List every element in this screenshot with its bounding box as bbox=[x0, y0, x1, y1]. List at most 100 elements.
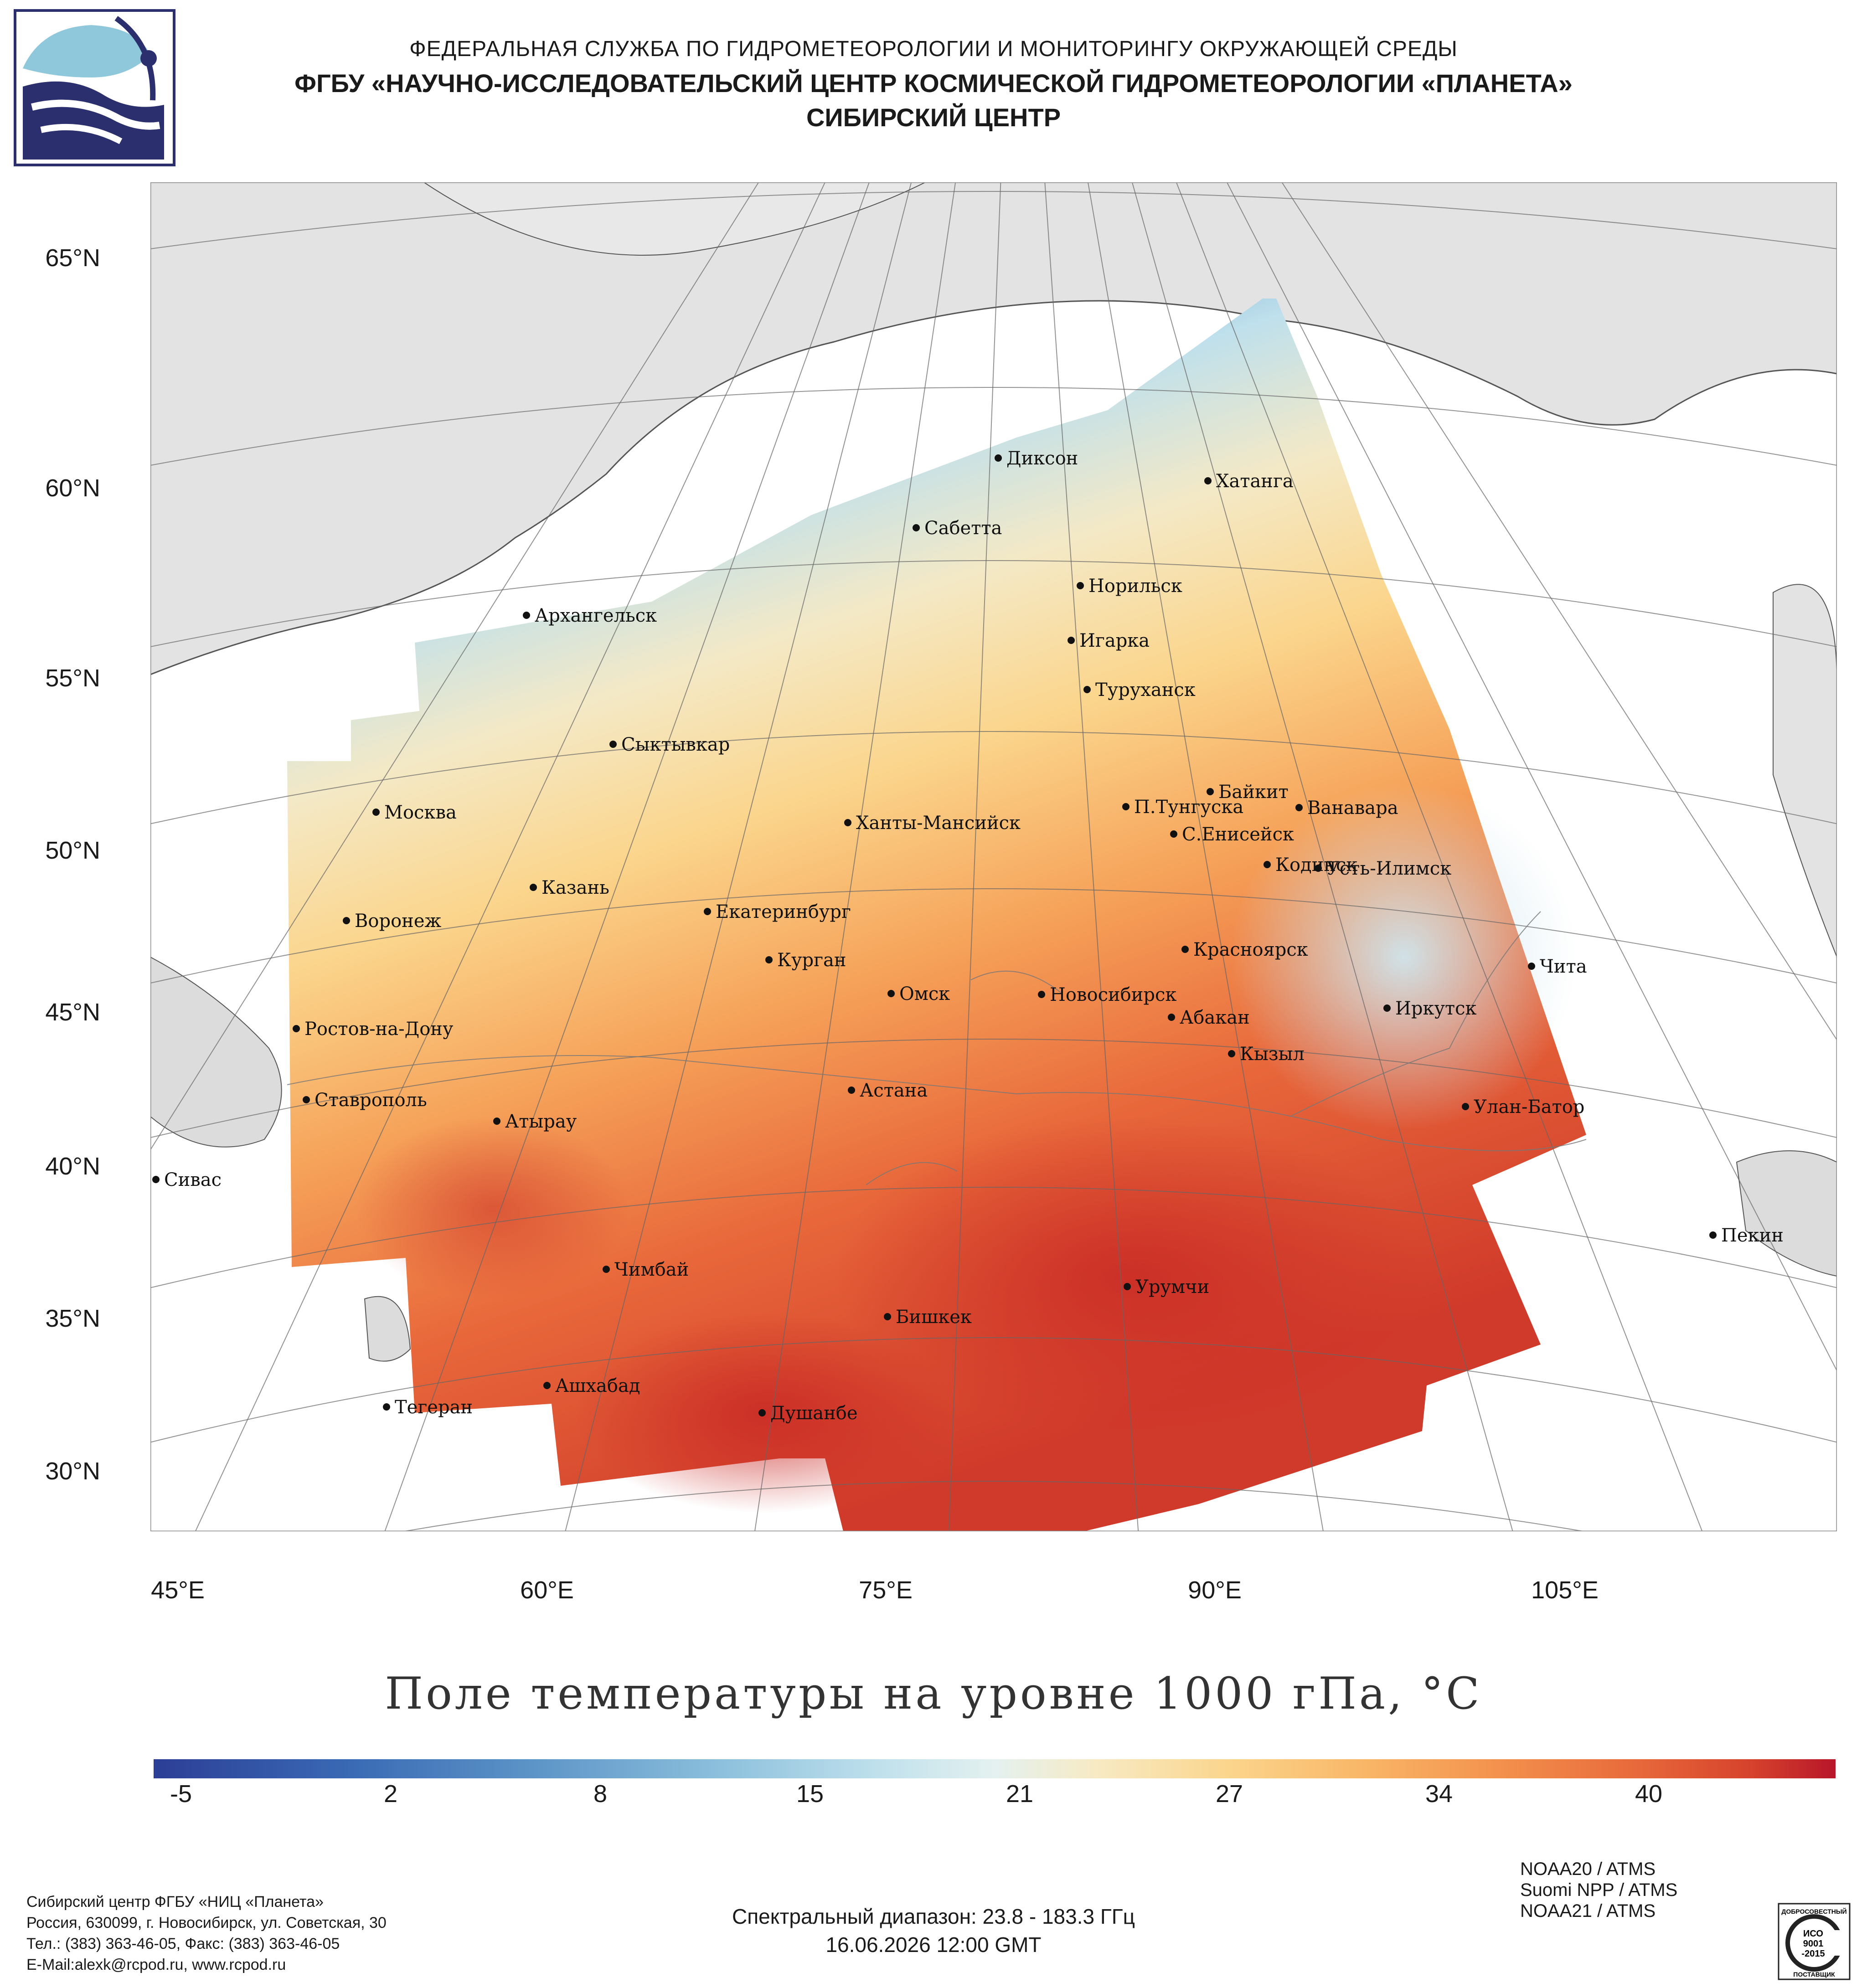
colorbar-tick: 34 bbox=[1425, 1780, 1453, 1808]
city-marker: Казань bbox=[530, 877, 609, 898]
city-marker: Усть-Илимск bbox=[1315, 858, 1451, 879]
city-dot bbox=[1122, 803, 1129, 810]
lon-label-45: 45°E bbox=[151, 1576, 205, 1604]
city-marker: Воронеж bbox=[343, 911, 441, 932]
city-marker: Туруханск bbox=[1083, 680, 1196, 700]
satellite-item: NOAA21 / ATMS bbox=[1520, 1901, 1656, 1921]
city-dot bbox=[1068, 637, 1075, 644]
city-dot bbox=[758, 1409, 766, 1416]
org-name: Сибирский центр ФГБУ «НИЦ «Планета» bbox=[26, 1893, 324, 1911]
city-dot bbox=[343, 917, 350, 924]
city-dot bbox=[995, 454, 1002, 462]
city-dot bbox=[1462, 1103, 1469, 1110]
city-label: Абакан bbox=[1180, 1007, 1250, 1028]
city-label: Иркутск bbox=[1395, 998, 1477, 1019]
org-address: Россия, 630099, г. Новосибирск, ул. Сове… bbox=[26, 1914, 387, 1931]
city-label: Урумчи bbox=[1135, 1277, 1209, 1298]
city-dot bbox=[1264, 861, 1271, 868]
city-marker: Курган bbox=[765, 950, 846, 971]
lat-label-65: 65°N bbox=[45, 244, 100, 272]
city-marker: Игарка bbox=[1068, 630, 1150, 651]
city-label: Диксон bbox=[1006, 448, 1078, 469]
city-dot bbox=[1170, 830, 1177, 838]
city-label: Усть-Илимск bbox=[1326, 858, 1451, 879]
city-marker: Сабетта bbox=[913, 518, 1002, 539]
lat-label-35: 35°N bbox=[45, 1305, 100, 1332]
city-dot bbox=[1204, 477, 1212, 484]
city-dot bbox=[1181, 946, 1189, 953]
city-marker: Атырау bbox=[493, 1111, 577, 1132]
city-marker: Норильск bbox=[1077, 576, 1182, 597]
city-label: Астана bbox=[860, 1080, 928, 1101]
city-label: Ашхабад bbox=[555, 1375, 640, 1396]
city-dot bbox=[913, 524, 920, 531]
city-dot bbox=[1077, 582, 1084, 589]
city-dot bbox=[848, 1087, 855, 1094]
satellite-list: NOAA20 / ATMS Suomi NPP / ATMS NOAA21 / … bbox=[1520, 1859, 1677, 1921]
city-dot bbox=[1228, 1050, 1235, 1057]
city-label: Новосибирск bbox=[1050, 984, 1176, 1005]
colorbar-tick: 21 bbox=[1006, 1780, 1034, 1808]
city-dot bbox=[844, 819, 851, 826]
city-label: С.Енисейск bbox=[1182, 824, 1294, 845]
city-dot bbox=[372, 809, 380, 816]
city-marker: Улан-Батор bbox=[1462, 1097, 1584, 1118]
city-label: Сабетта bbox=[924, 518, 1002, 539]
city-marker: Душанбе bbox=[758, 1403, 858, 1424]
city-marker: Ставрополь bbox=[303, 1090, 427, 1111]
satellite-item: NOAA20 / ATMS bbox=[1520, 1859, 1656, 1879]
city-dot bbox=[1315, 865, 1322, 872]
city-dot bbox=[493, 1118, 500, 1125]
lat-label-55: 55°N bbox=[45, 664, 100, 692]
lat-label-50: 50°N bbox=[45, 837, 100, 864]
city-label: Байкит bbox=[1218, 782, 1289, 803]
header-agency: ФЕДЕРАЛЬНАЯ СЛУЖБА ПО ГИДРОМЕТЕОРОЛОГИИ … bbox=[409, 37, 1458, 61]
colorbar-tick: 15 bbox=[796, 1780, 824, 1808]
city-label: Воронеж bbox=[355, 911, 441, 932]
city-marker: Ванавара bbox=[1295, 798, 1398, 819]
city-dot bbox=[1709, 1231, 1717, 1239]
iso-text-3: -2015 bbox=[1801, 1949, 1825, 1959]
city-label: Туруханск bbox=[1095, 680, 1196, 700]
city-dot bbox=[603, 1266, 610, 1273]
city-marker: Кызыл bbox=[1228, 1044, 1305, 1065]
city-label: Сыктывкар bbox=[621, 734, 730, 755]
city-dot bbox=[523, 612, 530, 619]
city-label: Курган bbox=[777, 950, 846, 971]
city-label: Чита bbox=[1540, 956, 1587, 977]
city-marker: Урумчи bbox=[1124, 1277, 1209, 1298]
org-phone: Тел.: (383) 363-46-05, Факс: (383) 363-4… bbox=[26, 1935, 340, 1952]
colorbar-tick: 27 bbox=[1215, 1780, 1243, 1808]
city-label: Норильск bbox=[1088, 576, 1182, 597]
iso-top-text: ДОБРОСОВЕСТНЫЙ bbox=[1781, 1907, 1846, 1915]
iso-bottom-text: ПОСТАВЩИК bbox=[1793, 1971, 1835, 1978]
org-email: E-Mail:alexk@rcpod.ru, www.rcpod.ru bbox=[26, 1956, 286, 1973]
city-marker: Пекин bbox=[1709, 1225, 1784, 1246]
city-marker: Сивас bbox=[152, 1169, 222, 1190]
city-label: Душанбе bbox=[770, 1403, 858, 1424]
city-dot bbox=[887, 990, 895, 997]
organization-contacts: Сибирский центр ФГБУ «НИЦ «Планета» Росс… bbox=[26, 1891, 387, 1975]
city-label: Чимбай bbox=[614, 1259, 689, 1280]
city-label: Кызыл bbox=[1240, 1044, 1305, 1065]
lon-label-60: 60°E bbox=[520, 1576, 574, 1604]
city-marker: Иркутск bbox=[1383, 998, 1477, 1019]
colorbar-tick: 40 bbox=[1635, 1780, 1663, 1808]
header-institute: ФГБУ «НАУЧНО-ИССЛЕДОВАТЕЛЬСКИЙ ЦЕНТР КОС… bbox=[294, 69, 1573, 98]
map-title: Поле температуры на уровне 1000 гПа, °C bbox=[385, 1668, 1482, 1719]
city-dot bbox=[530, 884, 537, 891]
colorbar-tick: 2 bbox=[383, 1780, 398, 1808]
city-marker: Новосибирск bbox=[1038, 984, 1176, 1005]
city-marker: Екатеринбург bbox=[704, 901, 851, 922]
city-dot bbox=[1207, 788, 1214, 795]
iso-text-2: 9001 bbox=[1803, 1939, 1824, 1949]
city-dot bbox=[765, 956, 773, 963]
city-label: Казань bbox=[542, 877, 609, 898]
city-label: Ванавара bbox=[1307, 798, 1398, 819]
iso-certification-badge: ДОБРОСОВЕСТНЫЙ ИСО 9001 -2015 ПОСТАВЩИК bbox=[1778, 1903, 1851, 1980]
city-marker: Ханты-Мансийск bbox=[844, 813, 1021, 834]
city-marker: Бишкек bbox=[884, 1307, 972, 1328]
city-label: П.Тунгуска bbox=[1134, 797, 1243, 818]
city-dot bbox=[884, 1313, 891, 1320]
city-marker: Тегеран bbox=[383, 1397, 473, 1418]
